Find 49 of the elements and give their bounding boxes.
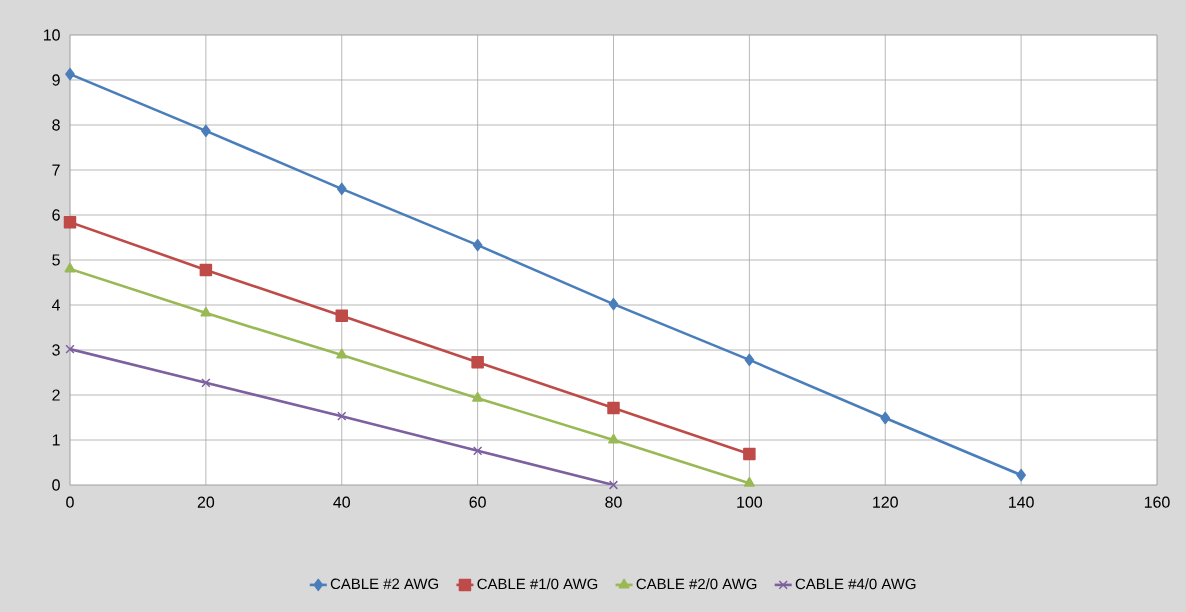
legend-label: CABLE #2/0 AWG [636, 578, 757, 590]
point [336, 348, 348, 359]
point [608, 480, 619, 490]
x-tick-label: 20 [197, 496, 215, 508]
x-tick-label: 80 [605, 496, 622, 508]
x-tick-label: 160 [1144, 496, 1170, 508]
point [65, 67, 75, 81]
y-tick-label: 8 [52, 119, 60, 131]
y-tick-label: 9 [52, 74, 60, 86]
point [335, 309, 348, 323]
point [744, 353, 755, 367]
point [471, 355, 484, 369]
point [472, 446, 483, 456]
y-tick-label: 0 [52, 479, 60, 491]
point [201, 378, 211, 388]
point [336, 182, 347, 196]
y-tick-label: 5 [52, 254, 60, 266]
legend-label: CABLE #2 AWG [330, 578, 439, 590]
x-tick-label: 0 [66, 496, 74, 508]
point [64, 262, 76, 273]
y-tick-label: 4 [51, 299, 61, 311]
point [1016, 468, 1026, 482]
point [607, 433, 620, 444]
x-tick-label: 120 [873, 496, 898, 508]
point [472, 238, 483, 252]
x-tick-label: 100 [737, 496, 763, 508]
y-tick-label: 2 [52, 389, 60, 401]
legend-label: CABLE #4/0 AWG [795, 578, 916, 590]
x-tick-label: 40 [333, 496, 350, 508]
y-tick-label: 6 [52, 209, 60, 221]
legend-label: CABLE #1/0 AWG [477, 578, 598, 590]
point [201, 124, 211, 138]
point [65, 344, 75, 354]
y-tick-label: 1 [52, 434, 60, 446]
point [743, 476, 755, 487]
x-tick-label: 140 [1009, 496, 1034, 508]
point [607, 401, 620, 415]
point [472, 391, 484, 402]
y-tick-label: 10 [43, 29, 60, 41]
point [608, 297, 619, 311]
point [200, 306, 212, 317]
point [337, 411, 347, 421]
point [880, 411, 891, 425]
y-tick-label: 7 [52, 164, 60, 176]
y-tick-label: 3 [52, 344, 60, 356]
point [743, 447, 756, 461]
x-tick-label: 60 [469, 496, 486, 508]
point [199, 263, 213, 277]
point [63, 215, 77, 229]
